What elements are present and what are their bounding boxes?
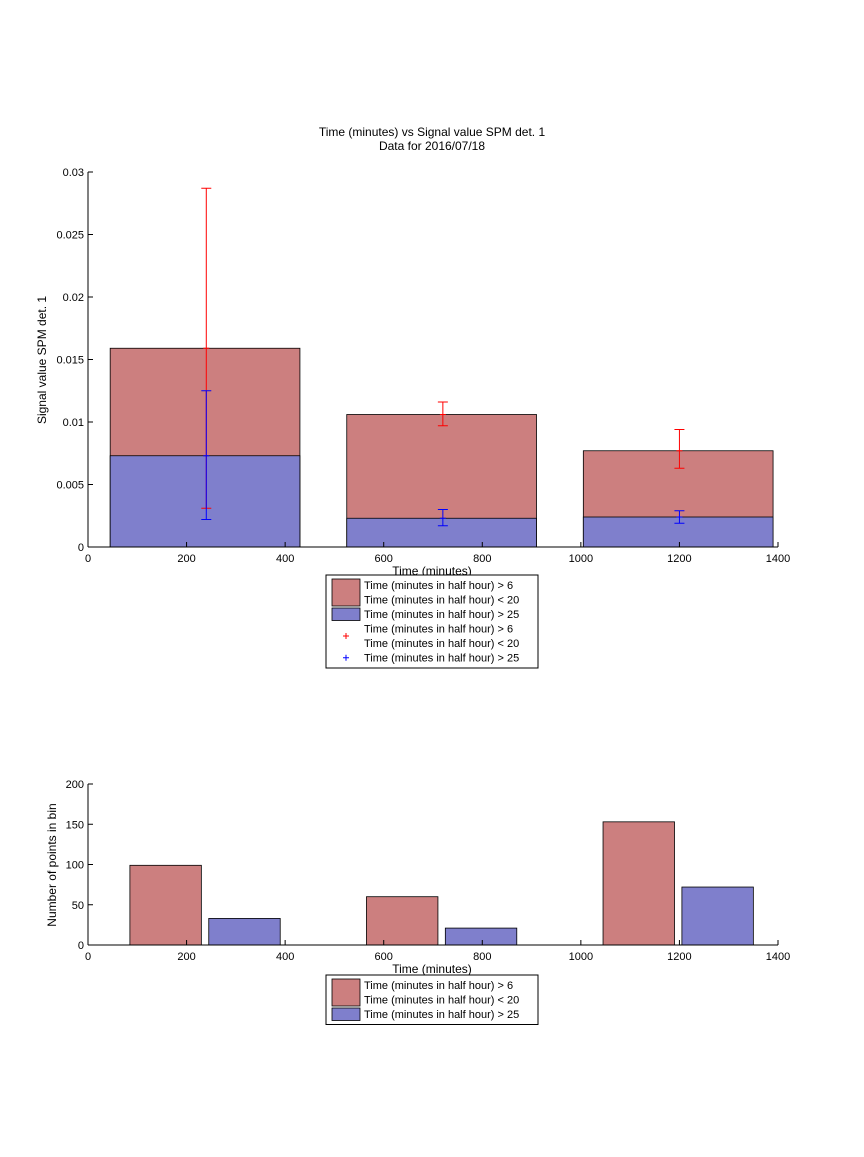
bar-red: [129, 864, 202, 946]
y-tick-label: 0: [78, 542, 84, 554]
x-tick-label: 200: [177, 553, 195, 565]
y-tick-label: 0.03: [63, 167, 84, 179]
y-tick-label: 150: [66, 819, 84, 831]
y-tick-label: 0.025: [56, 230, 84, 242]
count-axes: 0 200 400 600 800 1000 1200 1400 0 50 100 150 200: [66, 779, 791, 963]
y-axis-label: Number of points in bin: [45, 803, 59, 926]
bar-blue: [582, 516, 774, 548]
signal-bars: [109, 347, 774, 548]
y-tick-label: 0.005: [56, 480, 84, 492]
x-tick-label: 0: [85, 951, 91, 963]
count-chart: 0 200 400 600 800 1000 1200 1400 0 50 100 150 200 Ti…: [45, 779, 790, 1025]
x-tick-label: 1000: [569, 553, 593, 565]
legend-label: Time (minutes in half hour) > 25: [364, 609, 519, 621]
y-tick-label: 50: [72, 900, 84, 912]
legend-swatch: [331, 978, 361, 1007]
legend-swatch: [331, 607, 361, 621]
x-tick-label: 400: [276, 951, 294, 963]
chart-subtitle: Data for 2016/07/18: [379, 139, 485, 153]
x-tick-label: 200: [177, 951, 195, 963]
legend-marker: [343, 654, 349, 661]
y-tick-label: 0.01: [63, 417, 84, 429]
legend-box: [325, 974, 539, 1025]
legend-marker: [343, 633, 349, 639]
x-tick-label: 1000: [569, 951, 593, 963]
legend-label: Time (minutes in half hour) > 6: [364, 980, 513, 992]
legend-label: Time (minutes in half hour) > 25: [364, 653, 519, 665]
x-tick-label: 1200: [667, 951, 691, 963]
chart-title: Time (minutes) vs Signal value SPM det. …: [319, 125, 546, 139]
bar-red: [366, 896, 439, 946]
legend-label: Time (minutes in half hour) > 6: [364, 580, 513, 592]
legend-swatch: [331, 578, 361, 607]
x-tick-label: 400: [276, 553, 294, 565]
legend-label: Time (minutes in half hour) > 6: [364, 624, 513, 636]
bar-blue: [444, 927, 518, 946]
signal-legend: Time (minutes in half hour) > 6 Time (min…: [325, 574, 539, 669]
bar-blue: [346, 517, 537, 548]
y-tick-label: 0.015: [56, 355, 84, 367]
legend-label: Time (minutes in half hour) < 20: [364, 638, 519, 650]
bar-red: [602, 821, 675, 946]
count-legend: Time (minutes in half hour) > 6 Time (min…: [325, 974, 539, 1025]
x-tick-label: 1400: [766, 553, 790, 565]
x-tick-label: 1200: [667, 553, 691, 565]
signal-error-bars: [201, 187, 685, 527]
bar-blue: [109, 455, 301, 548]
y-tick-label: 100: [66, 860, 84, 872]
legend-box: [325, 574, 539, 669]
x-tick-label: 600: [375, 553, 393, 565]
legend-label: Time (minutes in half hour) < 20: [364, 595, 519, 607]
y-tick-label: 0: [78, 940, 84, 952]
y-tick-label: 0.02: [63, 292, 84, 304]
x-axis-label: Time (minutes): [392, 962, 472, 976]
signal-axes: 0 200 400 600 800 1000 1200 1400 0 0.005 0.01 0.015…: [56, 167, 790, 565]
legend-label: Time (minutes in half hour) < 20: [364, 995, 519, 1007]
bar-blue: [208, 918, 281, 946]
y-axis-label: Signal value SPM det. 1: [35, 296, 49, 424]
signal-chart: Time (minutes) vs Signal value SPM det. …: [35, 125, 790, 669]
bar-blue: [681, 886, 754, 946]
legend-swatch: [331, 1007, 361, 1021]
legend-label: Time (minutes in half hour) > 25: [364, 1009, 519, 1021]
count-bars: [129, 821, 754, 946]
x-tick-label: 0: [85, 553, 91, 565]
y-tick-label: 200: [66, 779, 84, 791]
x-tick-label: 600: [375, 951, 393, 963]
x-tick-label: 1400: [766, 951, 790, 963]
x-tick-label: 800: [473, 951, 491, 963]
x-tick-label: 800: [473, 553, 491, 565]
